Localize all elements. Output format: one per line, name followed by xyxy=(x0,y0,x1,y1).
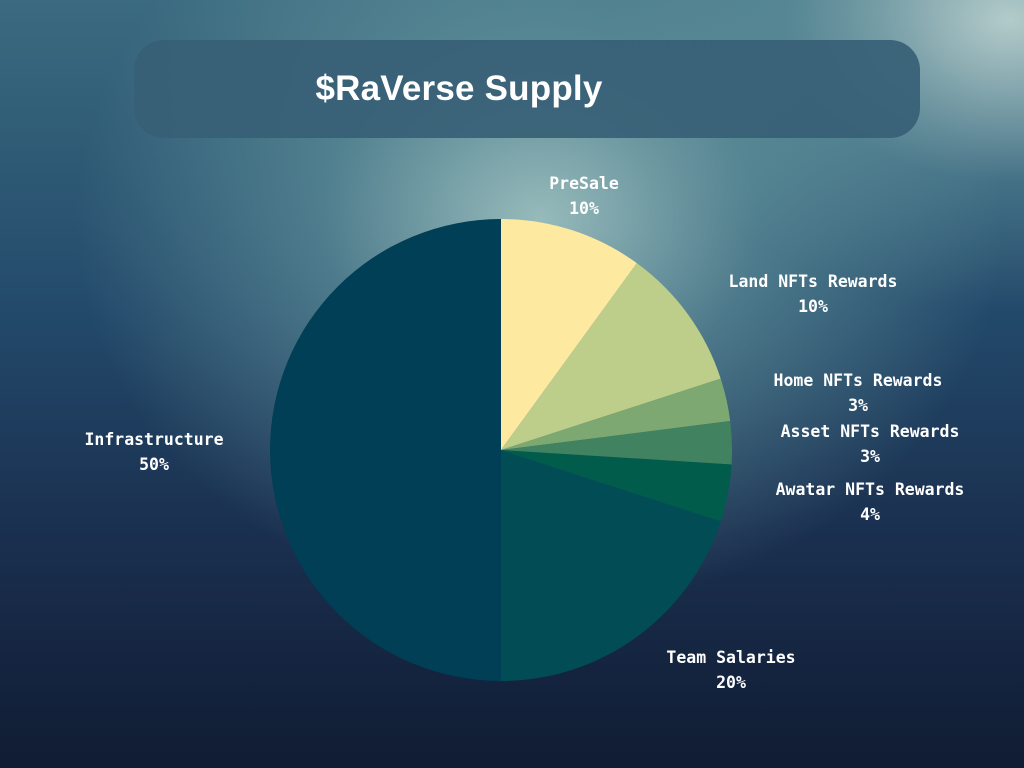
slice-label-percent: 20% xyxy=(716,673,746,692)
slice-label: Infrastructure 50% xyxy=(74,427,234,477)
slice-label: Team Salaries 20% xyxy=(651,645,811,695)
pie-slice xyxy=(501,219,637,450)
slice-label: Land NFTs Rewards 10% xyxy=(713,269,913,319)
pie-slice xyxy=(501,450,732,522)
slice-label-percent: 3% xyxy=(848,396,868,415)
slice-label-name: Awatar NFTs Rewards xyxy=(775,480,965,499)
slice-label-name: PreSale xyxy=(549,174,619,193)
slice-label: Awatar NFTs Rewards 4% xyxy=(760,477,980,527)
slice-label-percent: 4% xyxy=(860,505,880,524)
slice-label-percent: 3% xyxy=(860,447,880,466)
slice-label-percent: 10% xyxy=(798,297,828,316)
slice-label-percent: 10% xyxy=(569,199,599,218)
slice-label: Home NFTs Rewards 3% xyxy=(758,368,958,418)
slice-label-name: Infrastructure xyxy=(84,430,224,449)
slice-label-name: Land NFTs Rewards xyxy=(728,272,898,291)
pie-slice xyxy=(270,219,501,681)
slice-label-name: Home NFTs Rewards xyxy=(773,371,943,390)
slice-label-name: Team Salaries xyxy=(666,648,796,667)
pie-slice xyxy=(501,421,732,465)
pie-slice xyxy=(501,450,721,681)
slice-label: Asset NFTs Rewards 3% xyxy=(765,419,975,469)
pie-slice xyxy=(501,378,731,450)
slice-label-name: Asset NFTs Rewards xyxy=(780,422,960,441)
chart-title: $RaVerse Supply xyxy=(315,69,603,108)
title-banner: $RaVerse Supply xyxy=(134,40,920,138)
pie-slice xyxy=(501,263,721,450)
slice-label-percent: 50% xyxy=(139,455,169,474)
slice-label: PreSale 10% xyxy=(534,171,634,221)
